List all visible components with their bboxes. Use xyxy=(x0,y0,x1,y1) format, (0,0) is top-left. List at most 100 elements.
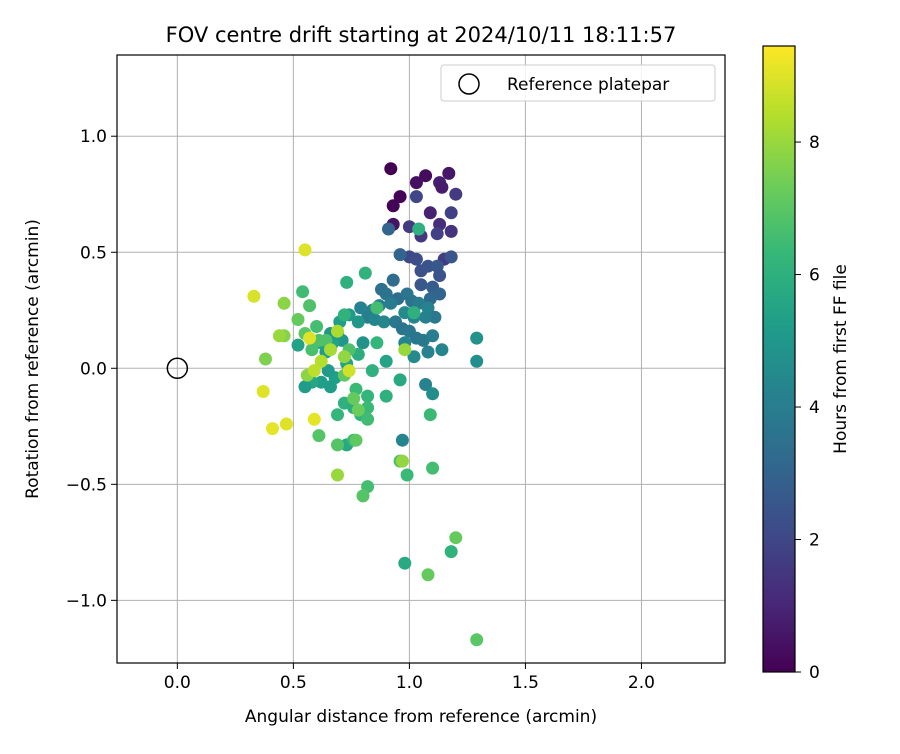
scatter-point xyxy=(386,199,400,213)
scatter-point xyxy=(435,180,449,194)
scatter-point xyxy=(426,387,440,401)
scatter-point xyxy=(426,461,440,475)
scatter-point xyxy=(307,364,321,378)
x-tick-label: 1.0 xyxy=(396,673,423,693)
scatter-point xyxy=(470,633,484,647)
scatter-point xyxy=(384,162,398,176)
x-tick-label: 2.0 xyxy=(628,673,655,693)
scatter-point xyxy=(421,568,435,582)
x-axis-label: Angular distance from reference (arcmin) xyxy=(245,707,597,727)
scatter-point xyxy=(444,250,458,264)
y-ticks: −1.0 −0.5 0.0 0.5 1.0 xyxy=(66,127,117,611)
scatter-point xyxy=(393,190,407,204)
x-tick-label: 1.5 xyxy=(512,673,539,693)
scatter-point xyxy=(423,206,437,220)
y-tick-label: 1.0 xyxy=(80,127,107,147)
colorbar-tick-label: 4 xyxy=(809,398,820,418)
y-tick-label: 0.5 xyxy=(80,243,107,263)
scatter-point xyxy=(398,343,412,357)
colorbar-gradient xyxy=(762,45,796,673)
scatter-point xyxy=(384,296,398,310)
grid-layer xyxy=(117,55,725,663)
scatter-point xyxy=(442,166,456,180)
scatter-point xyxy=(331,408,344,422)
scatter-point xyxy=(351,315,365,329)
scatter-point xyxy=(370,301,384,315)
scatter-point xyxy=(365,364,379,378)
scatter-point xyxy=(449,187,463,201)
scatter-point xyxy=(409,190,423,204)
scatter-point xyxy=(307,412,321,426)
legend-box xyxy=(440,64,716,102)
scatter-point xyxy=(321,364,335,378)
scatter-point xyxy=(449,531,463,545)
scatter-point xyxy=(247,289,261,303)
scatter-point xyxy=(356,489,370,503)
scatter-point xyxy=(310,320,324,333)
scatter-point xyxy=(398,556,412,570)
scatter-point xyxy=(421,345,435,359)
x-tick-label: 0.0 xyxy=(164,673,191,693)
scatter-point xyxy=(414,278,428,292)
scatter-point xyxy=(291,313,305,326)
scatter-point xyxy=(259,352,272,366)
scatter-point xyxy=(303,299,317,313)
scatter-point xyxy=(409,252,423,266)
scatter-point xyxy=(430,227,444,241)
scatter-point xyxy=(444,545,458,559)
scatter-point xyxy=(303,331,317,345)
scatter-point xyxy=(419,169,433,183)
scatter-point xyxy=(423,408,437,422)
scatter-point xyxy=(395,433,409,447)
scatter-point xyxy=(370,336,384,350)
scatter-point xyxy=(379,389,393,403)
colorbar-label: Hours from first FF file xyxy=(831,264,851,454)
scatter-point xyxy=(342,364,356,378)
scatter-point xyxy=(412,222,426,236)
scatter-point xyxy=(331,324,344,338)
scatter-point xyxy=(331,438,344,452)
scatter-point xyxy=(331,468,344,482)
scatter-point xyxy=(277,296,291,310)
scatter-point xyxy=(419,378,433,391)
chart-title: FOV centre drift starting at 2024/10/11 … xyxy=(166,23,677,47)
legend: Reference platepar xyxy=(440,64,716,102)
scatter-point xyxy=(337,350,351,364)
scatter-point xyxy=(382,222,395,236)
scatter-point xyxy=(356,336,370,350)
colorbar-tick-label: 2 xyxy=(809,531,820,551)
y-tick-label: 0.0 xyxy=(80,359,107,379)
scatter-point xyxy=(305,343,319,357)
scatter-point xyxy=(312,429,326,443)
scatter-point xyxy=(296,285,310,299)
scatter-point xyxy=(349,433,363,447)
legend-marker-reference xyxy=(458,73,480,95)
y-tick-label: −0.5 xyxy=(66,475,107,495)
plot-frame xyxy=(116,54,726,664)
colorbar: 0 2 4 6 8 Hours from first FF file xyxy=(762,45,851,683)
scatter-point xyxy=(393,373,407,387)
scatter-point xyxy=(379,354,393,368)
scatter-point xyxy=(428,310,442,324)
scatter-point xyxy=(444,206,458,220)
scatter-point xyxy=(435,343,449,357)
colorbar-ticks: 0 2 4 6 8 xyxy=(795,133,820,683)
scatter-point xyxy=(314,375,328,389)
scatter-point xyxy=(470,331,484,345)
scatter-point xyxy=(361,389,375,403)
scatter-point xyxy=(361,412,375,426)
y-tick-label: −1.0 xyxy=(66,591,107,611)
scatter-point xyxy=(266,422,279,436)
scatter-point xyxy=(314,354,328,368)
scatter-point xyxy=(421,259,435,273)
scatter-point xyxy=(298,243,312,257)
legend-label: Reference platepar xyxy=(507,75,669,95)
x-ticks: 0.0 0.5 1.0 1.5 2.0 xyxy=(164,663,655,693)
scatter-point xyxy=(358,266,372,280)
x-tick-label: 0.5 xyxy=(280,673,307,693)
colorbar-tick-label: 6 xyxy=(809,266,820,286)
scatter-point xyxy=(419,310,433,324)
scatter-point xyxy=(324,343,337,357)
